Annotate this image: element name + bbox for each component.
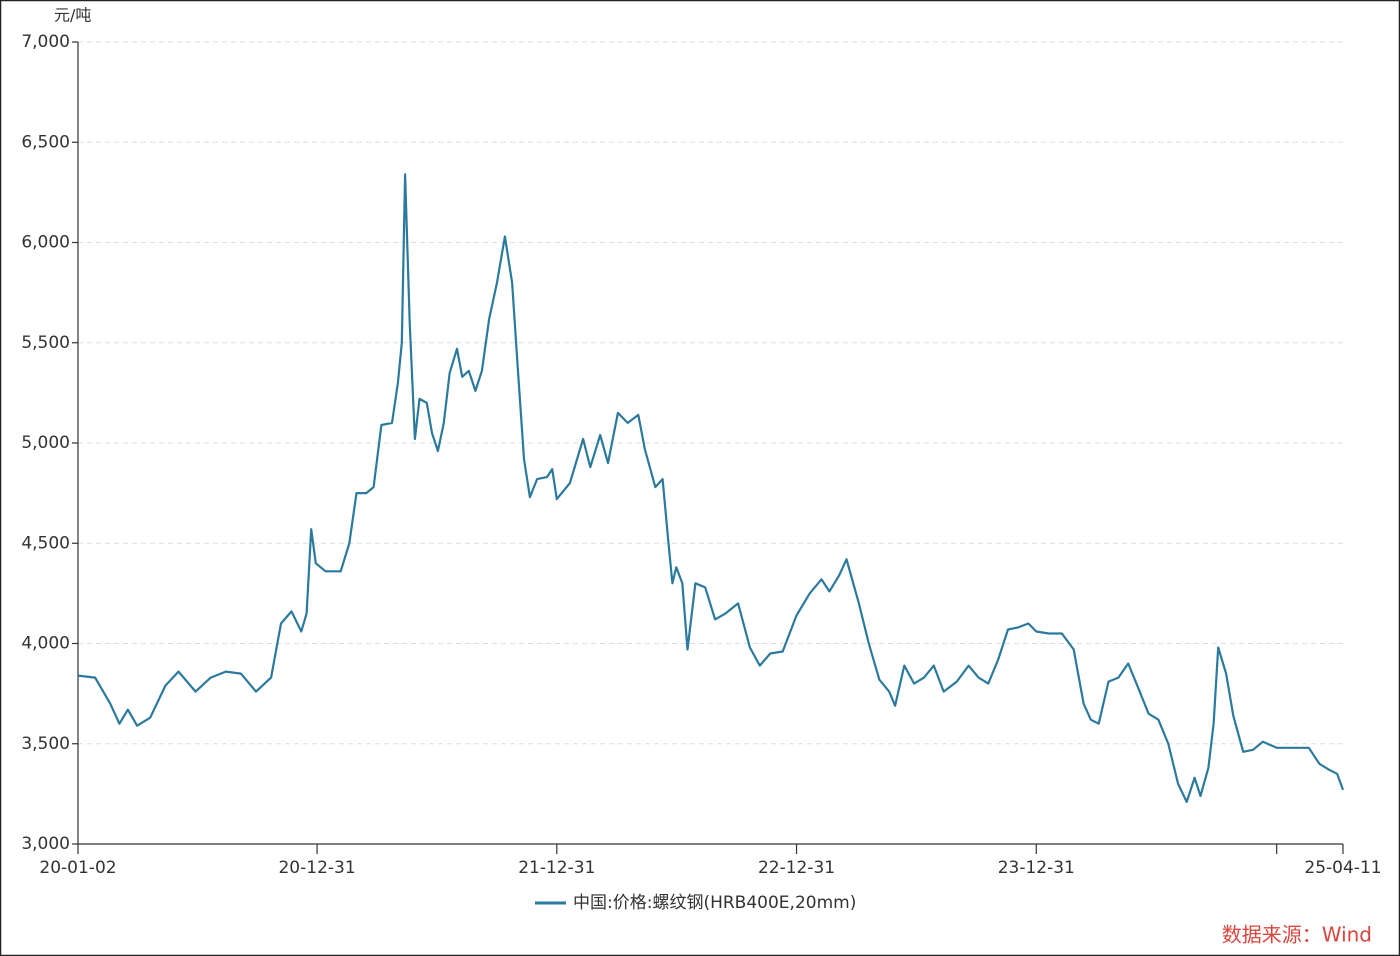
- y-tick-label: 3,500: [21, 734, 70, 754]
- y-tick-label: 3,000: [21, 834, 70, 854]
- y-tick-label: 6,000: [21, 233, 70, 253]
- legend-label: 中国:价格:螺纹钢(HRB400E,20mm): [573, 893, 856, 913]
- x-tick-label: 23-12-31: [998, 858, 1075, 878]
- y-tick-label: 7,000: [21, 32, 70, 52]
- x-tick-label: 22-12-31: [758, 858, 835, 878]
- series-line: [77, 173, 1345, 803]
- x-tick-label: 20-01-02: [39, 858, 116, 878]
- y-tick-label: 5,500: [21, 333, 70, 353]
- y-tick-label: 4,000: [21, 634, 70, 654]
- y-tick-label: 6,500: [21, 132, 70, 152]
- source: 数据来源：Wind: [1222, 923, 1372, 947]
- x-tick-label: 20-12-31: [278, 858, 355, 878]
- y-unit: 元/吨: [54, 6, 91, 25]
- x-tick-label: 21-12-31: [518, 858, 595, 878]
- y-tick-label: 5,000: [21, 433, 70, 453]
- x-tick-label: 25-04-11: [1304, 858, 1381, 878]
- y-tick-label: 4,500: [21, 533, 70, 553]
